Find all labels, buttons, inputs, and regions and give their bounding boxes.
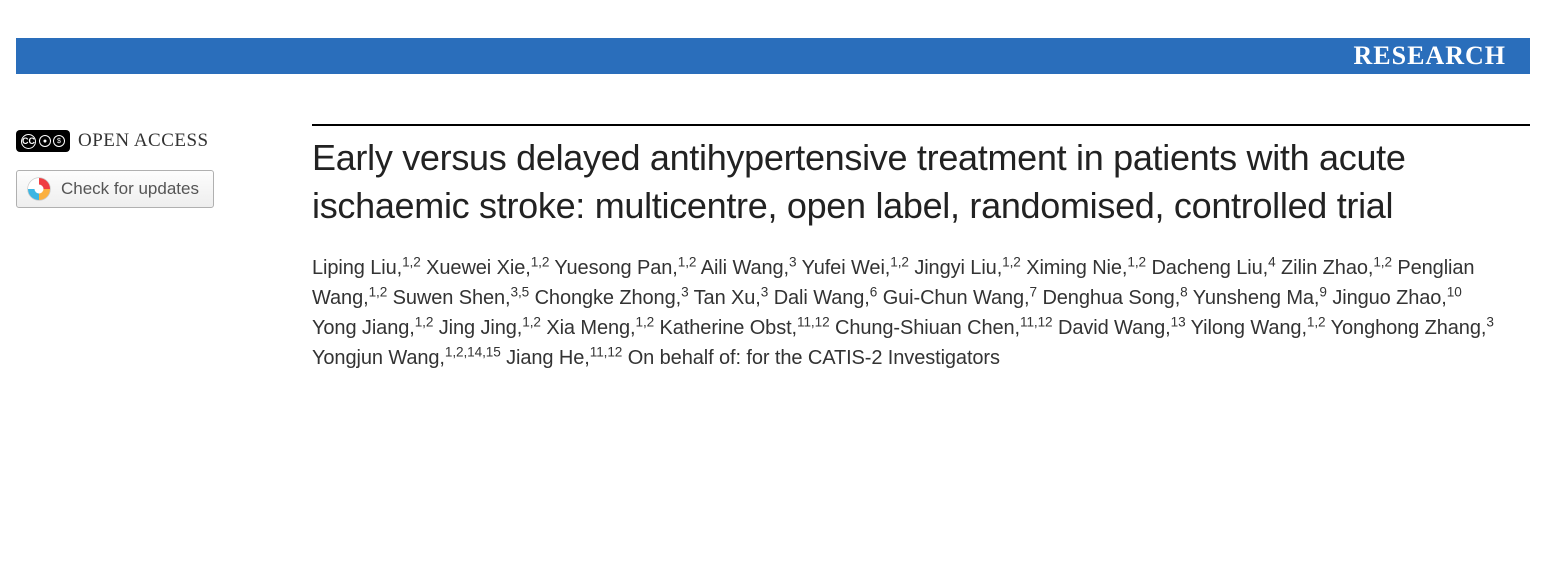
check-updates-label: Check for updates [61,179,199,199]
sidebar: CC ● $ OPEN ACCESS Check for updat [16,124,288,373]
article-header: CC ● $ OPEN ACCESS Check for updat [16,124,1530,373]
author-list: Liping Liu,1,2 Xuewei Xie,1,2 Yuesong Pa… [312,253,1494,373]
article-main: Early versus delayed antihypertensive tr… [312,124,1530,373]
section-banner: RESEARCH [16,38,1530,74]
check-updates-button[interactable]: Check for updates [16,170,214,208]
section-label: RESEARCH [1354,41,1506,71]
open-access-badge: CC ● $ OPEN ACCESS [16,130,288,152]
cc-license-icon: CC ● $ [16,130,70,152]
crossmark-icon [27,177,51,201]
article-title: Early versus delayed antihypertensive tr… [312,134,1494,229]
open-access-label: OPEN ACCESS [78,130,209,152]
